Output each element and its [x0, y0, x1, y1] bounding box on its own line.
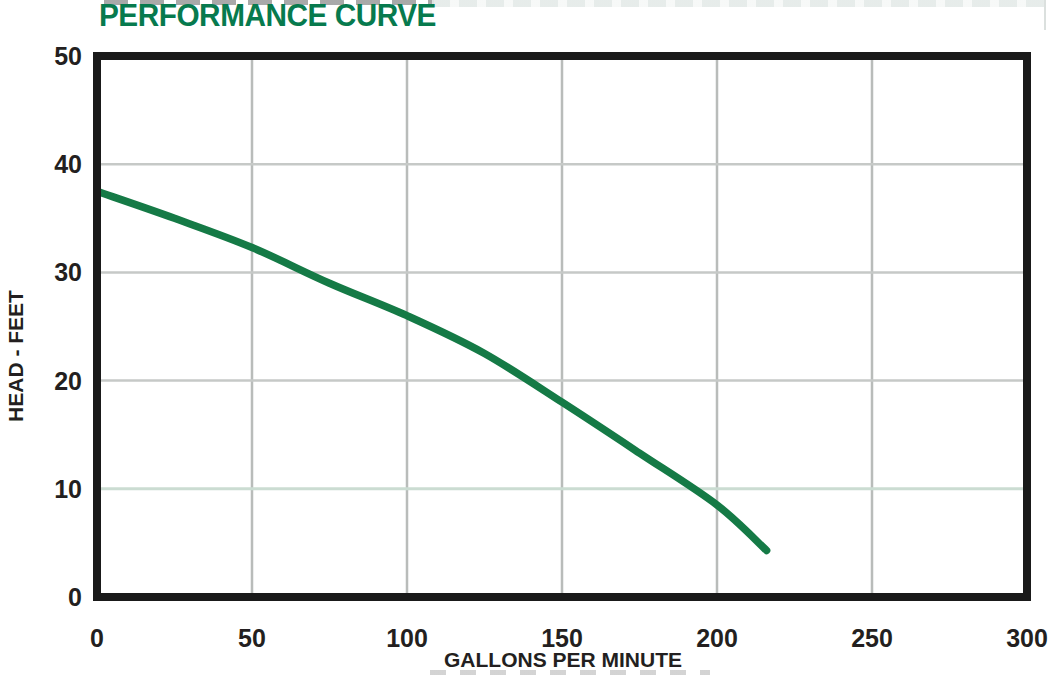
performance-curve-page: PERFORMANCE CURVE HEAD - FEET 0 10 20 30 40 5… — [0, 0, 1050, 675]
chart-title: PERFORMANCE CURVE — [99, 0, 436, 31]
y-tick-label-50: 50 — [18, 44, 82, 69]
x-tick-label-0: 0 — [52, 626, 142, 651]
y-tick-label-30: 30 — [18, 260, 82, 285]
x-tick-label-250: 250 — [827, 626, 917, 651]
performance-curve-line — [97, 191, 767, 550]
y-tick-label-0: 0 — [18, 585, 82, 610]
y-tick-label-10: 10 — [18, 477, 82, 502]
x-tick-label-300: 300 — [982, 626, 1050, 651]
y-tick-label-20: 20 — [18, 369, 82, 394]
y-tick-label-40: 40 — [18, 152, 82, 177]
cropped-text-sliver-top-right — [432, 0, 1044, 7]
cropped-text-sliver-bottom — [430, 670, 710, 675]
plot-area — [93, 52, 1038, 612]
x-tick-label-50: 50 — [207, 626, 297, 651]
x-axis-label: GALLONS PER MINUTE — [413, 648, 713, 672]
page-edge-line — [1044, 0, 1046, 30]
y-axis-label: HEAD - FEET — [4, 256, 28, 456]
